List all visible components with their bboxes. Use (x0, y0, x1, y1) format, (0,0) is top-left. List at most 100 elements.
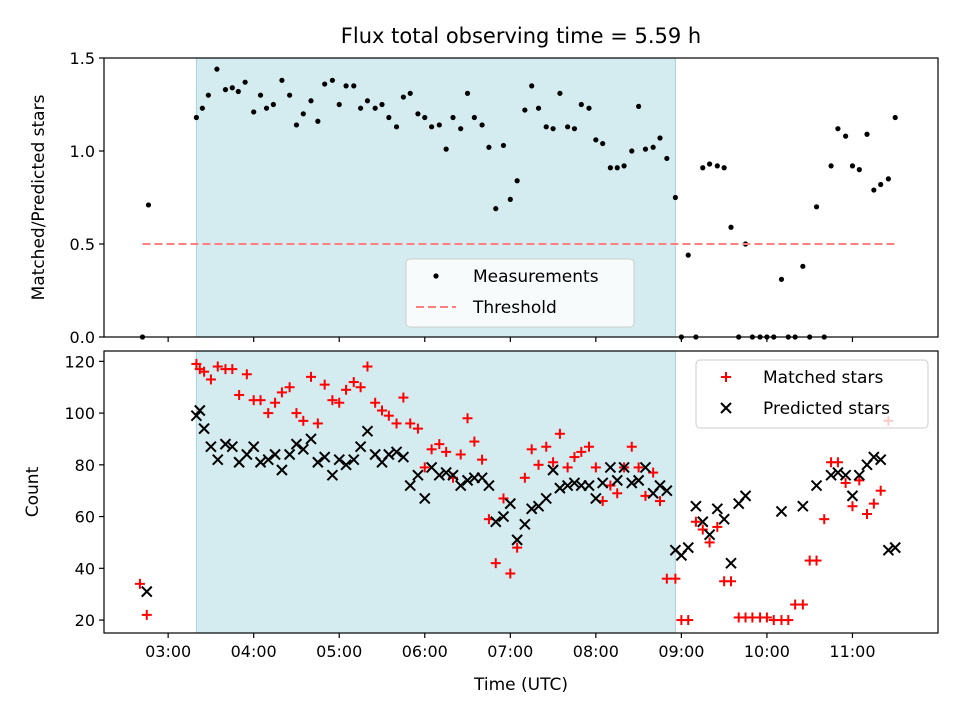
data-point (607, 165, 613, 171)
data-point (450, 114, 456, 121)
data-point (222, 87, 229, 93)
x-tick-label: 06:00 (402, 642, 448, 661)
data-point (856, 167, 862, 173)
data-point (426, 444, 437, 455)
data-point (329, 77, 335, 83)
x-tick-label: 04:00 (231, 642, 277, 661)
data-point (441, 446, 452, 457)
data-point (393, 124, 400, 130)
top-panel: 0.0 0.5 1.0 1.5 Matched/Predicted stars Measu… (29, 49, 939, 347)
data-point (703, 528, 716, 541)
data-point (372, 105, 378, 111)
data-point (235, 88, 241, 95)
legend-box (695, 359, 929, 429)
data-point (283, 448, 296, 461)
data-point (469, 436, 480, 447)
data-point (543, 124, 549, 130)
y-tick-label: 20 (75, 611, 95, 630)
data-point (828, 163, 834, 169)
data-point (554, 428, 565, 439)
data-point (529, 83, 535, 89)
legend-swatch (720, 402, 732, 414)
data-point (721, 165, 727, 171)
data-point (561, 479, 574, 492)
data-point (436, 122, 442, 128)
data-point (547, 464, 559, 476)
data-point (618, 461, 630, 474)
data-point (725, 576, 736, 587)
data-point (541, 441, 552, 452)
data-point (318, 451, 331, 463)
data-point (351, 83, 357, 89)
data-point (511, 534, 523, 546)
data-point (639, 461, 652, 474)
data-point (483, 479, 495, 492)
data-point (640, 490, 651, 501)
legend: Matched stars Predicted stars (695, 359, 929, 429)
legend-label: Threshold (472, 298, 557, 318)
data-point (711, 503, 724, 515)
data-point (362, 361, 373, 372)
y-tick-label: 0.5 (70, 235, 95, 254)
bottom-panel: 20 40 60 80 100 120 Count 03:00 04:00 05:00 06:00 0… (23, 350, 939, 661)
data-point (400, 94, 406, 100)
data-point (433, 469, 446, 481)
x-axis-label: Time (UTC) (473, 675, 568, 695)
data-point (519, 472, 530, 483)
y-tick-label: 80 (75, 456, 95, 475)
data-point (568, 477, 581, 489)
x-tick-label: 05:00 (316, 642, 362, 661)
data-point (205, 374, 216, 385)
data-point (212, 453, 224, 466)
data-point (263, 408, 274, 419)
data-point (571, 126, 578, 132)
data-point (554, 482, 566, 494)
data-point (458, 126, 464, 132)
data-point (242, 79, 248, 85)
data-point (214, 66, 220, 72)
data-point (700, 165, 706, 171)
data-point (486, 144, 492, 150)
data-point (505, 568, 516, 579)
data-point (241, 369, 252, 380)
data-point (875, 485, 886, 496)
data-point (391, 418, 402, 429)
data-point (725, 557, 737, 569)
data-point (279, 77, 285, 83)
data-point (810, 479, 823, 492)
data-point (312, 456, 324, 468)
data-point (832, 457, 843, 468)
axes-frame (103, 57, 939, 338)
data-point (621, 163, 627, 169)
data-point (440, 466, 452, 479)
data-point (576, 446, 587, 457)
data-point (493, 206, 499, 212)
data-point (348, 377, 359, 388)
data-point (319, 379, 330, 390)
data-point (247, 441, 260, 453)
data-point (361, 425, 374, 437)
data-point (714, 163, 720, 169)
data-point (862, 508, 873, 519)
data-point (434, 439, 445, 450)
data-point (843, 133, 849, 139)
data-point (422, 114, 428, 121)
data-point (783, 615, 794, 626)
data-point (298, 415, 309, 426)
data-point (326, 469, 339, 481)
data-point (419, 462, 430, 473)
data-point (205, 92, 211, 98)
legend-label: Matched stars (763, 368, 883, 388)
data-point (226, 441, 239, 453)
data-point (141, 609, 152, 620)
data-point (229, 85, 235, 91)
data-point (343, 83, 349, 89)
data-point (377, 405, 387, 416)
data-point (340, 459, 352, 471)
data-point (269, 448, 281, 461)
data-point (305, 433, 317, 445)
data-point (412, 423, 423, 434)
data-point (871, 187, 877, 193)
data-point (526, 444, 537, 455)
data-point (471, 114, 477, 121)
